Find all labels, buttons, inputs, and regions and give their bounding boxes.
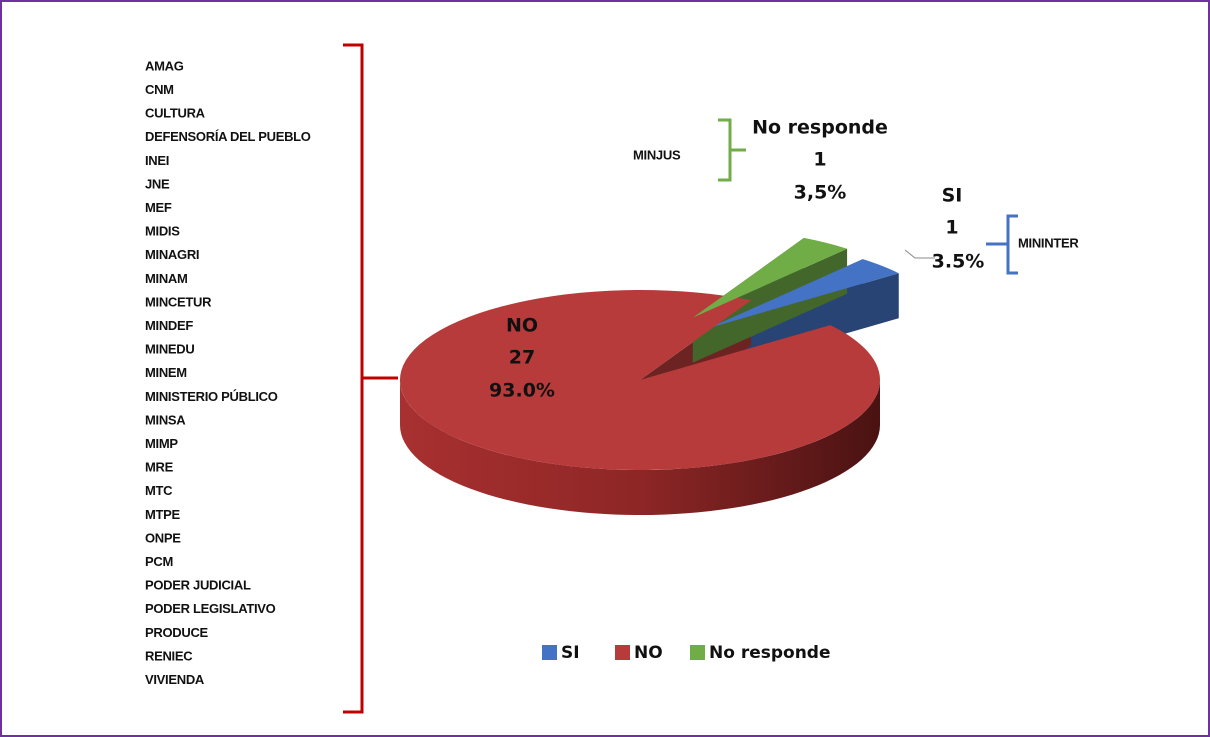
institution: MINISTERIO PÚBLICO <box>145 389 278 404</box>
institution: PODER LEGISLATIVO <box>145 601 276 616</box>
institution: INEI <box>145 153 169 168</box>
institution: MININTER <box>1018 235 1079 250</box>
institution: MIDIS <box>145 224 180 239</box>
slice-value: 1 <box>813 149 826 171</box>
legend-swatch <box>542 645 557 660</box>
slice-percent: 93.0% <box>489 380 555 402</box>
slice-value: 1 <box>945 217 958 239</box>
institution: JNE <box>145 176 170 191</box>
institution: MEF <box>145 200 172 215</box>
institution: MTPE <box>145 507 181 522</box>
slice-value: 27 <box>509 347 535 369</box>
legend-label: SI <box>561 643 580 663</box>
institution: PCM <box>145 554 173 569</box>
institution: MINAGRI <box>145 247 199 262</box>
institution: MINEM <box>145 365 187 380</box>
slice-percent: 3.5% <box>932 251 985 273</box>
institution: MINEDU <box>145 342 194 357</box>
institution: VIVIENDA <box>145 672 205 687</box>
institution: MINCETUR <box>145 294 212 309</box>
bracket <box>343 43 378 714</box>
institution: MINSA <box>145 412 186 427</box>
institution: MINDEF <box>145 318 193 333</box>
institution: PRODUCE <box>145 625 209 640</box>
institution: RENIEC <box>145 648 193 663</box>
legend-swatch <box>615 645 630 660</box>
institution: MINAM <box>145 271 188 286</box>
institution: MRE <box>145 460 174 475</box>
institution: DEFENSORÍA DEL PUEBLO <box>145 129 311 144</box>
institution: MIMP <box>145 436 178 451</box>
slice-wall <box>400 380 880 515</box>
institution: PODER JUDICIAL <box>145 578 251 593</box>
slice-percent: 3,5% <box>794 182 847 204</box>
slice <box>692 237 848 318</box>
institution: CNM <box>145 82 174 97</box>
slice-category: SI <box>942 185 963 207</box>
legend-label: NO <box>634 643 663 663</box>
slice-category: No responde <box>752 117 888 139</box>
institution: ONPE <box>145 530 181 545</box>
bracket <box>986 214 1018 275</box>
slice <box>708 259 899 329</box>
bracket <box>718 118 746 182</box>
legend-swatch <box>690 645 705 660</box>
slice-category: NO <box>506 315 538 337</box>
leader-line <box>904 249 935 259</box>
institution: MINJUS <box>633 147 681 162</box>
slice <box>400 290 880 470</box>
institution: MTC <box>145 483 173 498</box>
institution: AMAG <box>145 58 184 73</box>
institution: CULTURA <box>145 106 206 121</box>
legend-label: No responde <box>709 643 831 663</box>
